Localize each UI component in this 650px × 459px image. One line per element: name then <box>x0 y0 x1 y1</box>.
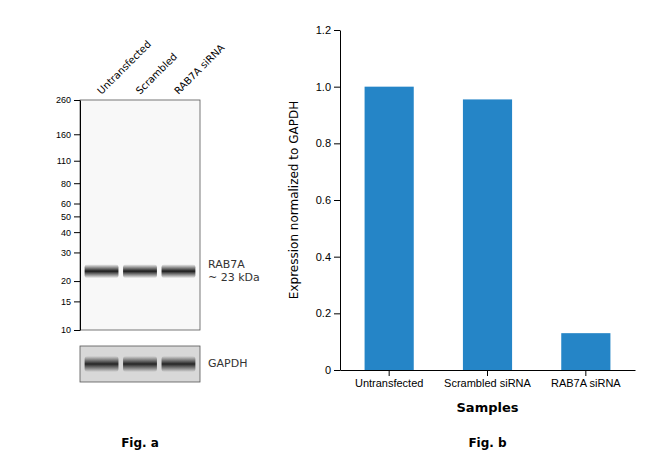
tick-label: 60 <box>61 199 71 209</box>
tick-mark <box>74 216 80 217</box>
bar <box>365 87 414 370</box>
tick-mark <box>74 161 80 162</box>
title: Fig. b <box>468 436 507 450</box>
tick-label: 80 <box>61 179 71 189</box>
band <box>85 264 119 278</box>
tick-mark <box>74 252 80 253</box>
tick-mark <box>74 232 80 233</box>
tick: 80 <box>61 179 80 189</box>
tick: 30 <box>61 248 80 258</box>
tick: 0.4 <box>316 251 340 263</box>
tick-label: 50 <box>61 212 71 222</box>
tick-mark <box>334 370 340 371</box>
tick-mark <box>487 370 488 376</box>
tick: 260 <box>56 95 80 105</box>
tick-label: 0.8 <box>316 137 331 149</box>
band <box>162 264 196 278</box>
axis-line <box>340 31 341 371</box>
band-label: RAB7A~ 23 kDa <box>208 258 260 284</box>
tick: 1.0 <box>316 81 340 93</box>
loading-control-bands <box>85 356 196 372</box>
tick-label: 10 <box>61 325 71 335</box>
tick: RAB7A siRNA <box>551 370 621 389</box>
blot-panel: 260 160 110 80 60 50 40 30 20 15 10 RAB7A~ 23 kDa GA… <box>56 38 260 450</box>
loading-control-band <box>123 356 157 372</box>
y-axis: 260 160 110 80 60 50 40 30 20 15 10 <box>56 95 81 335</box>
tick-mark <box>334 30 340 31</box>
tick-mark <box>334 200 340 201</box>
axis-line <box>80 101 81 331</box>
tick-label: RAB7A siRNA <box>551 377 621 389</box>
tick-mark <box>334 87 340 88</box>
figure: 260 160 110 80 60 50 40 30 20 15 10 RAB7A~ 23 kDa GA… <box>0 0 650 459</box>
tick-label: 260 <box>56 95 71 105</box>
tick-label: Untransfected <box>355 377 423 389</box>
tick: 0.8 <box>316 137 340 149</box>
tick-mark <box>74 134 80 135</box>
tick: 20 <box>61 276 80 286</box>
tick: 110 <box>57 156 80 166</box>
loading-control-band <box>162 356 196 372</box>
band <box>123 264 157 278</box>
bars <box>365 87 611 370</box>
bar <box>561 333 610 370</box>
tick-label: 30 <box>61 248 71 258</box>
loading-control-band <box>85 356 119 372</box>
tick-mark <box>74 301 80 302</box>
tick-mark <box>74 330 80 331</box>
lane-label: RAB7A siRNA <box>172 42 226 96</box>
tick-label: Scrambled siRNA <box>444 377 531 389</box>
bar-panel: Untransfected Scrambled siRNA RAB7A siRNA 0… <box>287 24 636 450</box>
tick: 50 <box>61 212 80 222</box>
title: Fig. a <box>121 436 159 450</box>
tick-mark <box>74 204 80 205</box>
loading-control-background <box>80 346 200 382</box>
bands <box>85 264 196 278</box>
tick-mark <box>334 313 340 314</box>
tick-label: 0.2 <box>316 307 331 319</box>
tick: 15 <box>61 297 80 307</box>
tick-mark <box>74 281 80 282</box>
tick-label: 40 <box>61 228 71 238</box>
tick-mark <box>334 257 340 258</box>
tick-label: 0.4 <box>316 251 331 263</box>
x-axis: Untransfected Scrambled siRNA RAB7A siRNA <box>341 370 636 389</box>
y-axis-title: Expression normalized to GAPDH <box>287 101 301 299</box>
tick-label: 110 <box>57 156 71 166</box>
blot-background <box>80 100 200 330</box>
tick: 10 <box>61 325 80 335</box>
tick-mark <box>389 370 390 376</box>
tick-label: 160 <box>56 130 71 140</box>
tick-mark <box>74 183 80 184</box>
tick: Scrambled siRNA <box>444 370 531 389</box>
tick: 0 <box>325 364 340 376</box>
tick: 1.2 <box>316 24 340 36</box>
tick-label: 0 <box>325 364 331 376</box>
tick: Untransfected <box>355 370 423 389</box>
tick-label: 0.6 <box>316 194 331 206</box>
tick-label: 1.0 <box>316 81 331 93</box>
tick-label: 20 <box>61 276 71 286</box>
tick-label: 15 <box>61 297 71 307</box>
tick-label: 1.2 <box>316 24 331 36</box>
x-axis-title: Samples <box>457 400 519 415</box>
tick-mark <box>74 100 80 101</box>
tick-mark <box>585 370 586 376</box>
tick: 0.6 <box>316 194 340 206</box>
tick: 0.2 <box>316 307 340 319</box>
tick: 60 <box>61 199 80 209</box>
tick: 160 <box>56 130 80 140</box>
tick: 40 <box>61 228 80 238</box>
y-axis: 0 0.2 0.4 0.6 0.8 1.0 1.2 <box>316 24 341 376</box>
bar <box>463 99 512 370</box>
tick-mark <box>334 143 340 144</box>
annotation: GAPDH <box>208 357 247 370</box>
